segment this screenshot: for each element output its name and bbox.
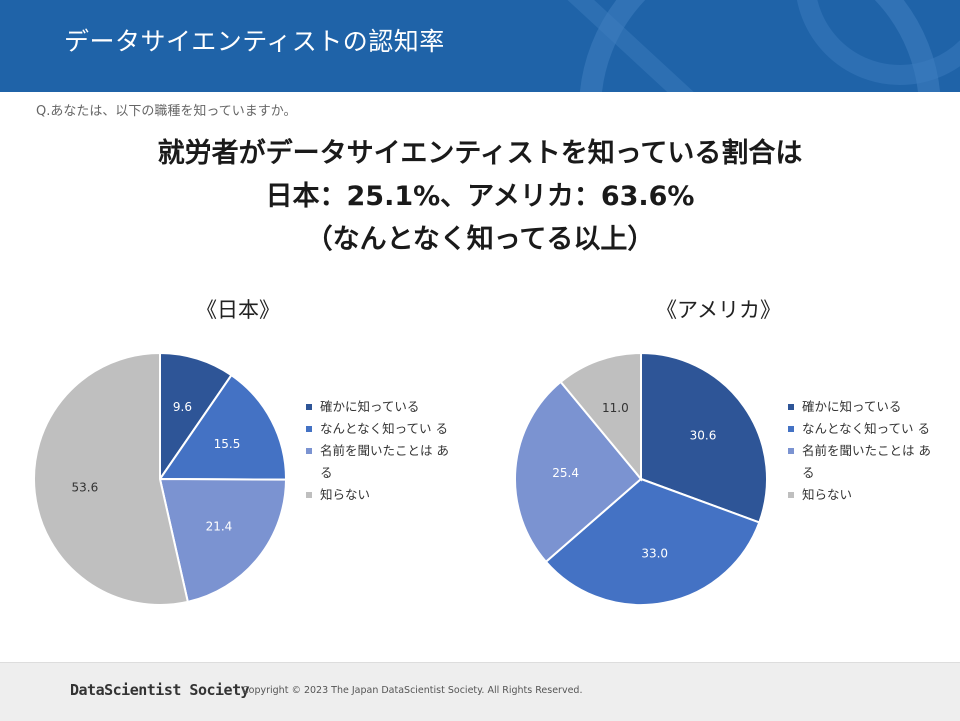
header-decoration	[567, 0, 960, 92]
survey-question: Q.あなたは、以下の職種を知っていますか。	[36, 104, 297, 119]
pie-label-japan-2: 21.4	[206, 519, 233, 533]
legend-item: 知らない	[788, 484, 938, 506]
legend-swatch	[788, 426, 794, 432]
legend-label: 確かに知っている	[802, 399, 902, 414]
pie-label-usa-1: 33.0	[641, 546, 668, 560]
legend-label: 名前を聞いたことは ある	[802, 443, 931, 480]
pie-slice-japan-3	[33, 351, 190, 606]
legend-swatch	[788, 492, 794, 498]
pie-slice-usa-0	[640, 351, 768, 524]
page-title: データサイエンティストの認知率	[64, 27, 445, 56]
pie-slice-japan-0	[159, 351, 233, 483]
headline-line-1: 就労者がデータサイエンティストを知っている割合は	[157, 138, 803, 169]
header-bar: データサイエンティストの認知率	[0, 0, 960, 92]
pie-slice-usa-3	[559, 351, 642, 482]
legend-label: 名前を聞いたことは ある	[320, 443, 449, 480]
pie-slice-japan-2	[158, 477, 288, 604]
pie-label-japan-0: 9.6	[173, 400, 192, 414]
pie-slice-usa-2	[514, 380, 643, 564]
pie-slice-usa-1	[544, 477, 761, 606]
legend-usa: 確かに知っている なんとなく知ってい る 名前を聞いたことは ある 知らない	[788, 396, 938, 506]
legend-label: なんとなく知ってい る	[320, 421, 448, 436]
pie-label-japan-3: 53.6	[72, 480, 99, 494]
pie-slice-japan-1	[158, 373, 287, 481]
copyright-text: Copyright © 2023 The Japan DataScientist…	[242, 685, 583, 696]
pie-label-japan-1: 15.5	[214, 437, 241, 451]
legend-item: 名前を聞いたことは ある	[306, 440, 456, 484]
legend-item: 確かに知っている	[788, 396, 938, 418]
headline-line-3: （なんとなく知ってる以上）	[305, 224, 655, 255]
legend-japan: 確かに知っている なんとなく知ってい る 名前を聞いたことは ある 知らない	[306, 396, 456, 506]
chart-title-japan: 《日本》	[196, 298, 280, 322]
pie-label-usa-3: 11.0	[602, 401, 629, 415]
footer-logo: DataScientist Society	[70, 681, 250, 699]
legend-item: 確かに知っている	[306, 396, 456, 418]
legend-item: なんとなく知ってい る	[306, 418, 456, 440]
legend-item: 知らない	[306, 484, 456, 506]
legend-label: 知らない	[802, 487, 853, 502]
legend-swatch	[306, 492, 312, 498]
legend-label: 知らない	[320, 487, 371, 502]
legend-swatch	[306, 448, 312, 454]
pie-charts: 9.6 15.5 21.4 53.6 30.6 33.0 25.4 11.0	[33, 351, 768, 606]
legend-swatch	[788, 404, 794, 410]
chart-title-usa: 《アメリカ》	[656, 298, 781, 322]
headline: 就労者がデータサイエンティストを知っている割合は 日本：25.1%、アメリカ：6…	[0, 132, 960, 261]
legend-label: なんとなく知ってい る	[802, 421, 930, 436]
legend-swatch	[788, 448, 794, 454]
footer: DataScientist Society Copyright © 2023 T…	[0, 662, 960, 721]
pie-label-usa-2: 25.4	[552, 466, 579, 480]
legend-item: 名前を聞いたことは ある	[788, 440, 938, 484]
legend-item: なんとなく知ってい る	[788, 418, 938, 440]
legend-swatch	[306, 404, 312, 410]
legend-label: 確かに知っている	[320, 399, 420, 414]
headline-line-2: 日本：25.1%、アメリカ：63.6%	[265, 181, 695, 212]
legend-swatch	[306, 426, 312, 432]
pie-label-usa-0: 30.6	[690, 429, 717, 443]
